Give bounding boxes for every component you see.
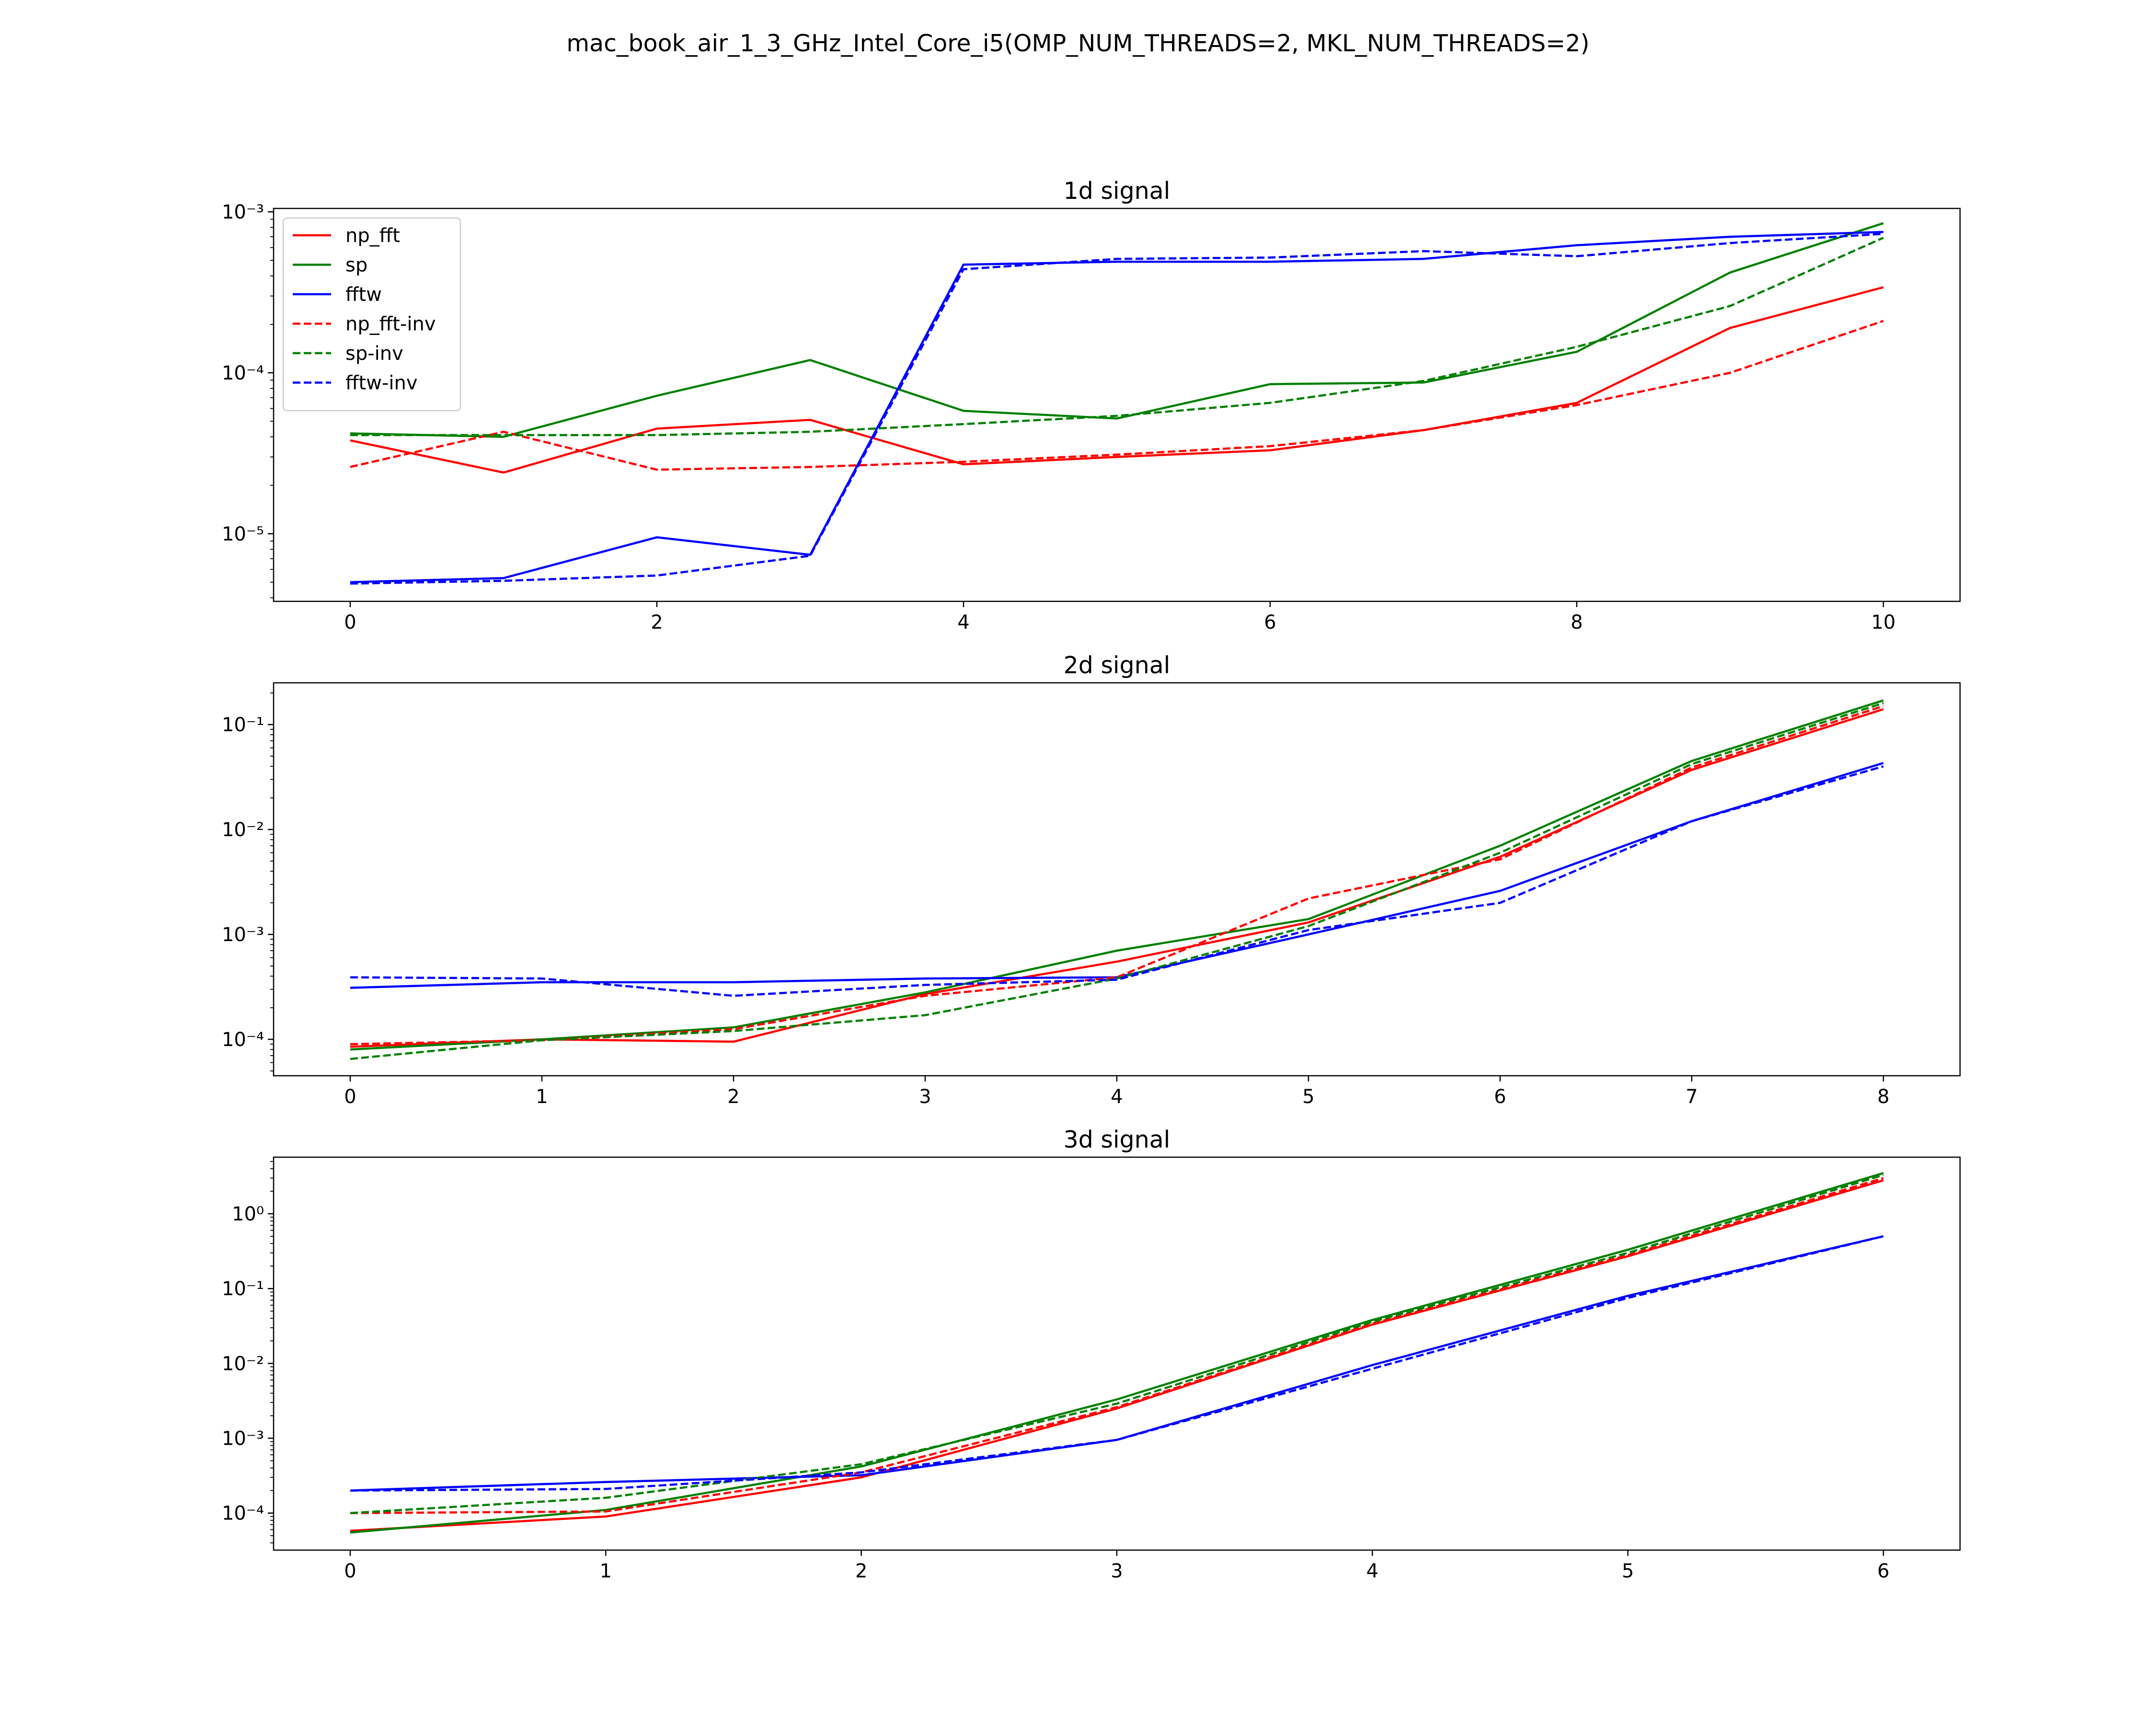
x-tick-label: 6 bbox=[1264, 611, 1276, 633]
x-tick-label: 2 bbox=[855, 1560, 867, 1582]
legend-box bbox=[282, 217, 461, 412]
series-line-fftw bbox=[350, 1235, 1884, 1492]
x-tick-label: 4 bbox=[1366, 1560, 1378, 1582]
series-line-fftw-inv bbox=[350, 765, 1884, 997]
legend-label: fftw-inv bbox=[345, 372, 418, 394]
series-line-np_fft bbox=[350, 1179, 1884, 1532]
series-line-sp bbox=[350, 1172, 1884, 1534]
x-tick-label: 4 bbox=[1111, 1086, 1123, 1108]
x-tick-label: 6 bbox=[1877, 1560, 1889, 1582]
series-line-sp bbox=[350, 222, 1884, 438]
subplot-1: 1d signal 0 2 4 6 8 10 10⁻⁵ 10⁻⁴ 10⁻³ bbox=[222, 177, 1961, 633]
series-line-sp-inv bbox=[350, 237, 1884, 437]
axes-frame bbox=[273, 207, 1961, 602]
y-tick-label: 10⁻⁴ bbox=[222, 1503, 264, 1525]
legend-label: np_fft bbox=[345, 225, 400, 247]
x-tick-label: 1 bbox=[600, 1560, 612, 1582]
series-line-np_fft-inv bbox=[350, 320, 1884, 471]
x-tick-label: 7 bbox=[1686, 1086, 1697, 1108]
x-tick-label: 2 bbox=[727, 1086, 739, 1108]
series-line-sp-inv bbox=[350, 702, 1884, 1060]
subplot-2: 2d signal 0 1 2 3 4 5 6 7 8 10⁻⁴ 10⁻³ 10⁻² 10⁻¹ bbox=[222, 652, 1961, 1108]
y-tick-label: 10⁻⁴ bbox=[222, 1029, 264, 1051]
x-tick-label: 5 bbox=[1622, 1560, 1634, 1582]
legend-label: sp bbox=[345, 254, 367, 276]
series-lines bbox=[350, 1172, 1884, 1534]
x-tick-label: 2 bbox=[651, 611, 663, 633]
y-tick-label: 10⁻³ bbox=[222, 924, 264, 946]
y-tick-label: 10⁻³ bbox=[222, 1428, 264, 1450]
subplot-title: 3d signal bbox=[1064, 1126, 1170, 1153]
figure-suptitle: mac_book_air_1_3_GHz_Intel_Core_i5(OMP_N… bbox=[566, 30, 1589, 57]
x-tick-label: 3 bbox=[919, 1086, 931, 1108]
x-tick-label: 8 bbox=[1877, 1086, 1889, 1108]
y-tick-label: 10⁻⁵ bbox=[222, 523, 264, 545]
x-tick-label: 0 bbox=[344, 1086, 356, 1108]
series-line-fftw bbox=[350, 230, 1884, 584]
x-tick-label: 0 bbox=[344, 1560, 356, 1582]
x-tick-label: 5 bbox=[1302, 1086, 1314, 1108]
series-line-sp bbox=[350, 699, 1884, 1051]
series-line-np_fft-inv bbox=[350, 1177, 1884, 1514]
series-line-np_fft bbox=[350, 286, 1884, 474]
subplot-title: 1d signal bbox=[1064, 177, 1170, 205]
series-line-fftw-inv bbox=[350, 232, 1884, 585]
y-tick-label: 10⁻¹ bbox=[222, 1278, 264, 1300]
x-tick-label: 6 bbox=[1494, 1086, 1506, 1108]
series-line-fftw-inv bbox=[350, 1235, 1884, 1492]
y-tick-label: 10⁻¹ bbox=[222, 714, 264, 736]
series-lines bbox=[350, 699, 1884, 1060]
y-tick-label: 10⁰ bbox=[232, 1203, 264, 1225]
subplot-3: 3d signal 0 1 2 3 4 5 6 10⁻⁴ 10⁻³ 10⁻² 10⁻¹ 10⁰ bbox=[222, 1126, 1961, 1582]
y-tick-label: 10⁻⁴ bbox=[222, 362, 264, 384]
y-tick-label: 10⁻² bbox=[222, 819, 264, 841]
x-tick-label: 3 bbox=[1111, 1560, 1123, 1582]
x-tick-label: 10 bbox=[1871, 611, 1896, 633]
legend-label: fftw bbox=[345, 284, 382, 306]
series-lines bbox=[350, 222, 1884, 585]
subplot-title: 2d signal bbox=[1064, 652, 1170, 679]
x-tick-label: 8 bbox=[1571, 611, 1583, 633]
x-tick-label: 4 bbox=[957, 611, 969, 633]
series-line-fftw bbox=[350, 762, 1884, 989]
y-tick-label: 10⁻³ bbox=[222, 201, 264, 223]
legend-label: sp-inv bbox=[345, 343, 403, 365]
x-tick-label: 1 bbox=[536, 1086, 548, 1108]
y-tick-label: 10⁻² bbox=[222, 1353, 264, 1375]
series-line-sp-inv bbox=[350, 1173, 1884, 1514]
x-tick-label: 0 bbox=[344, 611, 356, 633]
legend-label: np_fft-inv bbox=[345, 313, 436, 335]
